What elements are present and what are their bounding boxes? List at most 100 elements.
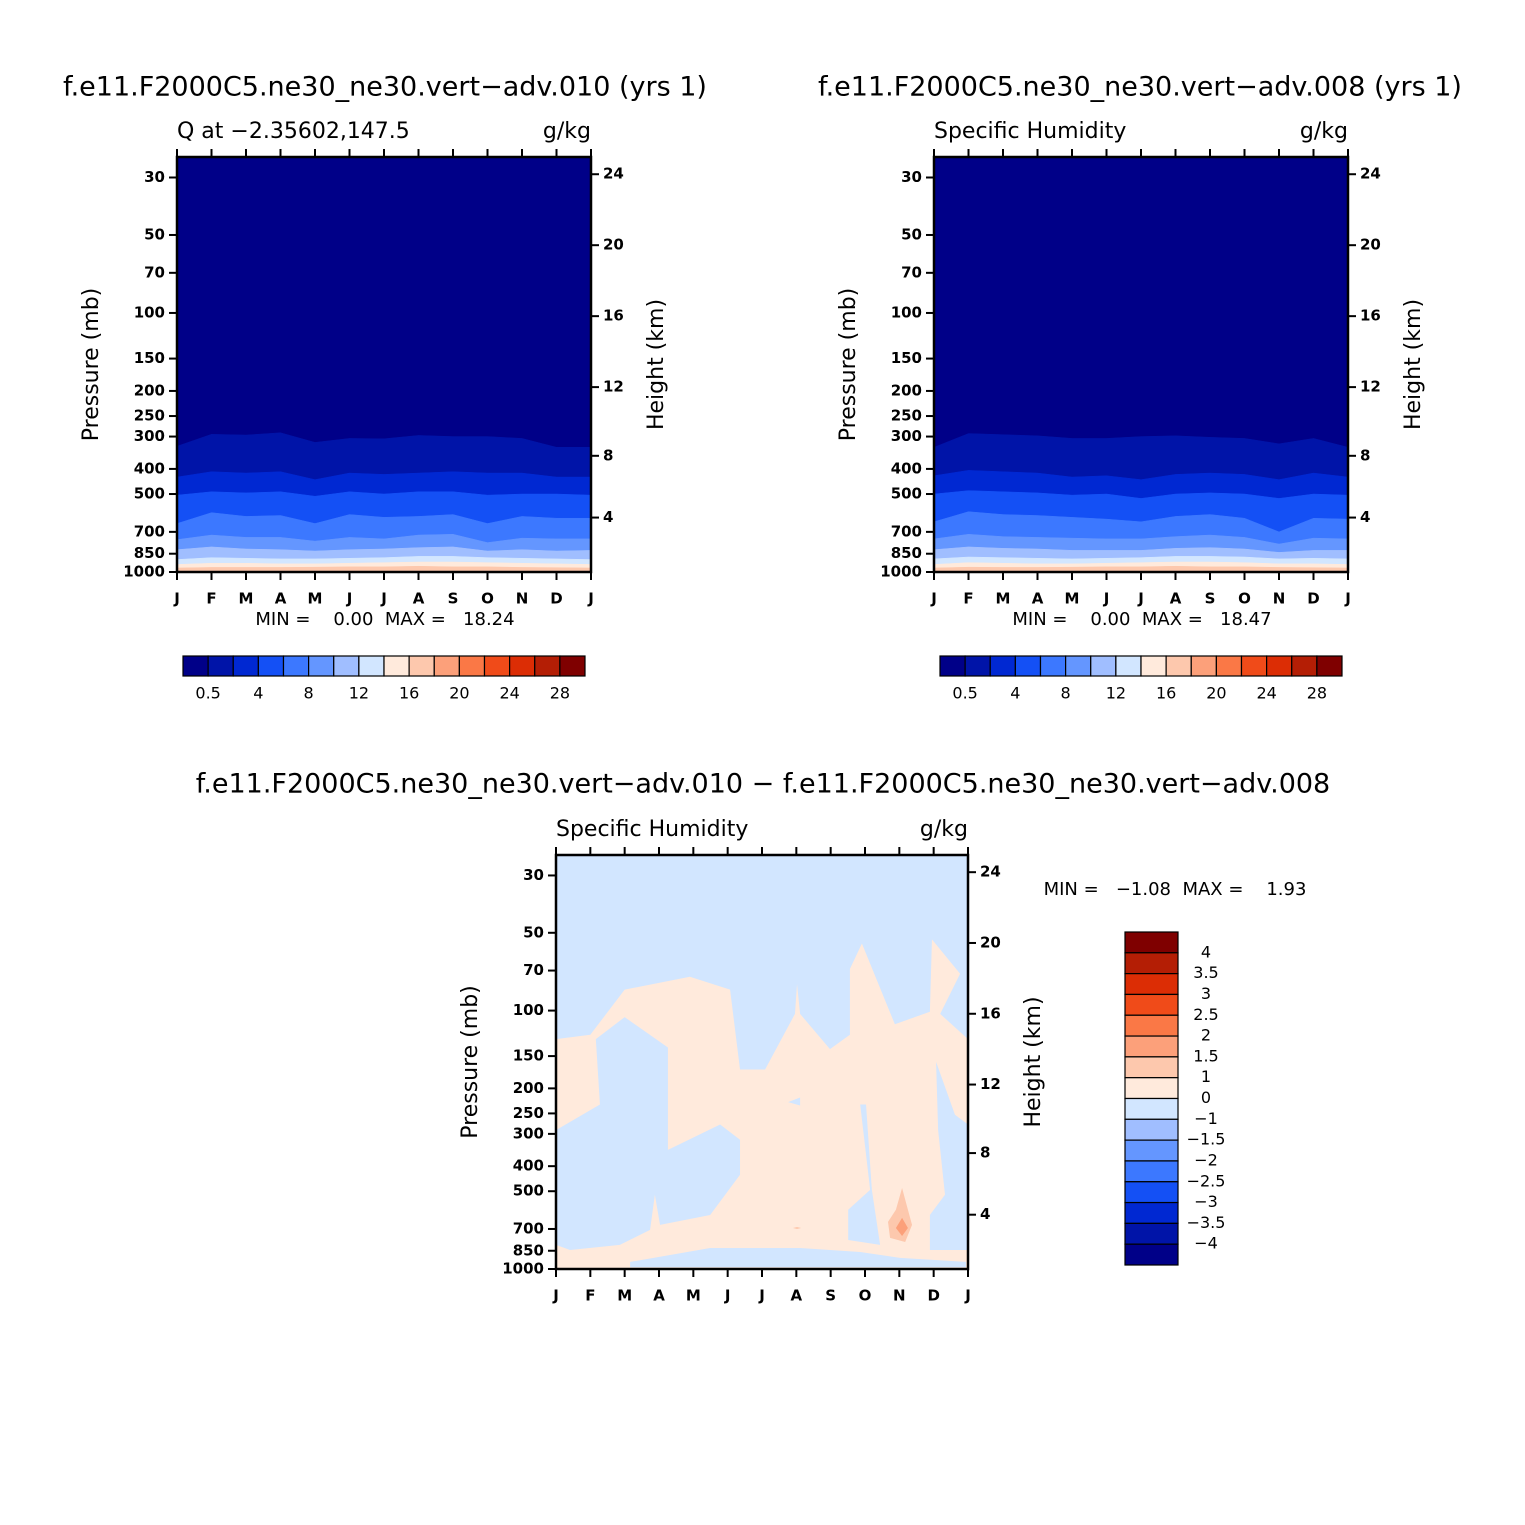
colorbar-box <box>1124 1118 1179 1141</box>
colorbar-label: 8 <box>1061 684 1071 703</box>
x-tick-label: M <box>686 1287 701 1305</box>
contour-region <box>556 1017 741 1250</box>
subtitle-right: g/kg <box>543 119 591 144</box>
y-tick-label: 400 <box>134 459 165 477</box>
y-tick-label: 150 <box>513 1047 544 1065</box>
colorbar-label: 16 <box>1156 684 1176 703</box>
y2-tick-label: 20 <box>980 933 1001 951</box>
x-tick-label: M <box>1065 590 1080 608</box>
x-tick-label: D <box>550 590 562 608</box>
colorbar-box <box>1124 1035 1179 1058</box>
colorbar-box <box>333 655 360 677</box>
x-tick-label: N <box>516 590 529 608</box>
subtitle-right: g/kg <box>920 817 968 842</box>
y-tick-label: 70 <box>144 263 165 281</box>
colorbar-label: 1.5 <box>1193 1046 1218 1065</box>
y2-tick-label: 4 <box>603 508 613 526</box>
colorbar-label: 8 <box>304 684 314 703</box>
colorbar-box <box>1215 655 1243 677</box>
y2-tick-label: 24 <box>1360 165 1381 183</box>
subtitle-right: g/kg <box>1300 119 1348 144</box>
y-tick-label: 1000 <box>502 1260 544 1278</box>
x-tick-label: D <box>1307 590 1319 608</box>
colorbar-box <box>232 655 259 677</box>
colorbar-label: 0.5 <box>952 684 977 703</box>
colorbar-label: 0 <box>1201 1088 1211 1107</box>
x-tick-label: A <box>413 590 425 608</box>
colorbar-box <box>559 655 586 677</box>
y-tick-label: 700 <box>891 522 922 540</box>
y-tick-label: 100 <box>891 303 922 321</box>
x-tick-label: O <box>1238 590 1251 608</box>
colorbar-box <box>1124 993 1179 1016</box>
y-tick-label: 100 <box>134 303 165 321</box>
y2-tick-label: 8 <box>1360 446 1370 464</box>
colorbar-label: 20 <box>449 684 469 703</box>
y2-tick-label: 4 <box>1360 508 1370 526</box>
y2-tick-label: 12 <box>980 1075 1001 1093</box>
min-max: MIN = −1.08 MAX = 1.93 <box>1044 879 1307 900</box>
x-tick-label: S <box>448 590 459 608</box>
colorbar-label: 4 <box>253 684 263 703</box>
x-tick-label: M <box>239 590 254 608</box>
colorbar-box <box>1115 655 1142 677</box>
y-axis-label: Pressure (mb) <box>79 288 104 442</box>
colorbar-box <box>1039 655 1067 677</box>
y-tick-label: 100 <box>513 1001 544 1019</box>
y2-tick-label: 8 <box>603 446 613 464</box>
colorbar-box <box>1291 655 1318 677</box>
colorbar-label: −2 <box>1194 1150 1218 1169</box>
colorbar-label: 1 <box>1201 1067 1211 1086</box>
x-tick-label: O <box>481 590 494 608</box>
x-tick-label: F <box>585 1287 595 1305</box>
y-tick-label: 300 <box>134 427 165 445</box>
x-tick-label: A <box>791 1287 803 1305</box>
x-tick-label: F <box>206 590 216 608</box>
colorbar-box <box>1124 973 1179 996</box>
y2-tick-label: 12 <box>603 378 624 396</box>
x-tick-label: O <box>859 1287 872 1305</box>
colorbar-label: 2 <box>1201 1026 1211 1045</box>
x-tick-label: J <box>758 1287 765 1305</box>
y-axis-label: Pressure (mb) <box>458 985 483 1139</box>
colorbar-box <box>939 655 966 677</box>
y-tick-label: 500 <box>134 485 165 503</box>
x-tick-label: S <box>825 1287 836 1305</box>
plot-area <box>556 855 968 1269</box>
plot-area <box>177 157 591 572</box>
colorbar-box <box>1124 1160 1179 1183</box>
colorbar-label: 3.5 <box>1193 963 1218 982</box>
colorbar-box <box>433 655 460 677</box>
y-tick-label: 700 <box>134 522 165 540</box>
y-tick-label: 70 <box>901 263 922 281</box>
x-tick-label: J <box>964 1287 971 1305</box>
y-tick-label: 30 <box>144 168 165 186</box>
colorbar-label: 0.5 <box>195 684 220 703</box>
x-tick-label: A <box>275 590 287 608</box>
y-tick-label: 50 <box>901 225 922 243</box>
colorbar-box <box>207 655 234 677</box>
y-tick-label: 250 <box>513 1104 544 1122</box>
colorbar-label: 3 <box>1201 984 1211 1003</box>
colorbar-box <box>458 655 486 677</box>
contour-region <box>788 1097 801 1106</box>
colorbar-box <box>1190 655 1217 677</box>
y-tick-label: 700 <box>513 1219 544 1237</box>
colorbar-box <box>1124 1014 1179 1037</box>
y-tick-label: 50 <box>144 225 165 243</box>
colorbar-box <box>1165 655 1192 677</box>
colorbar-box <box>1065 655 1092 677</box>
colorbar-label: −2.5 <box>1187 1171 1226 1190</box>
colorbar-label: −1.5 <box>1187 1130 1226 1149</box>
y-tick-label: 300 <box>513 1124 544 1142</box>
colorbar-box <box>483 655 511 677</box>
x-tick-label: M <box>996 590 1011 608</box>
min-max: MIN = 0.00 MAX = 18.24 <box>255 609 514 630</box>
plot-area <box>934 157 1348 572</box>
colorbar-box <box>1316 655 1343 677</box>
colorbar-label: 24 <box>1256 684 1276 703</box>
chart-title: f.e11.F2000C5.ne30_ne30.vert−adv.008 (yr… <box>818 72 1462 103</box>
y-tick-label: 500 <box>891 485 922 503</box>
